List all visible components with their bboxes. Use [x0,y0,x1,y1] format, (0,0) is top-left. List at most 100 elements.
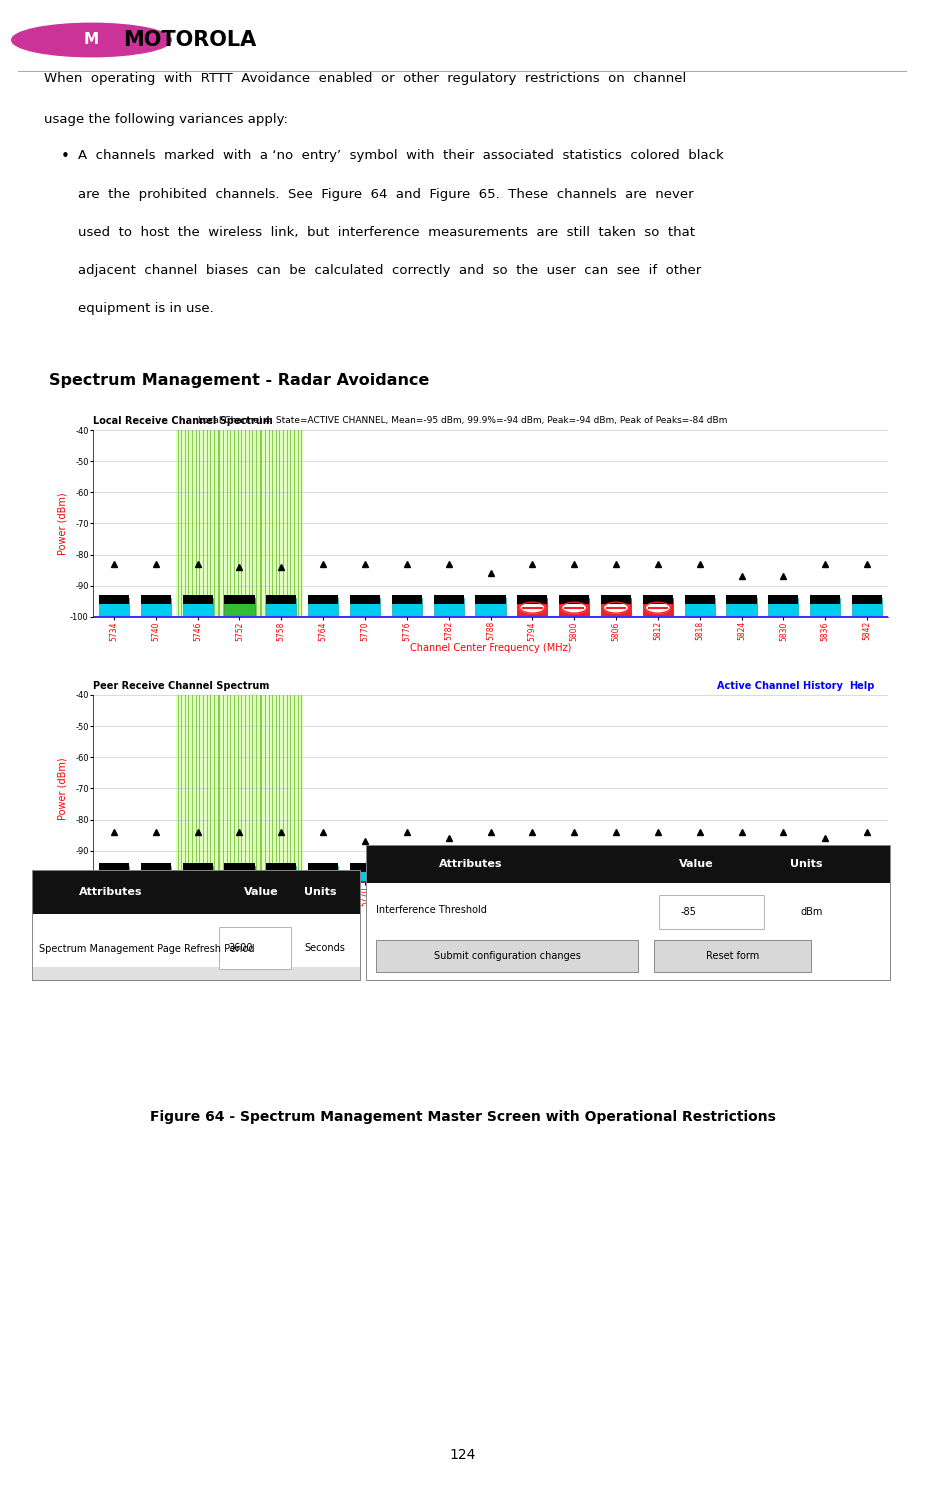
Bar [660,895,764,929]
Bar [654,940,811,973]
Bar [852,867,882,881]
Bar [32,967,360,980]
Text: A  channels  marked  with  a ‘no  entry’  symbol  with  their  associated  stati: A channels marked with a ‘no entry’ symb… [79,149,724,163]
Bar [217,695,261,881]
Bar [643,864,672,872]
Text: M: M [84,33,99,48]
Ellipse shape [646,867,671,878]
Bar [852,595,882,604]
Bar [392,864,422,872]
Bar [350,595,380,604]
Bar [266,598,296,617]
Bar [684,595,715,604]
Bar [726,867,757,881]
Bar [392,595,422,604]
Bar [308,598,339,617]
Text: Value: Value [679,859,713,870]
Text: Reset form: Reset form [706,950,759,961]
Bar [434,598,463,617]
Bar [176,695,219,881]
Bar [225,864,254,872]
Bar [434,864,463,872]
Ellipse shape [520,602,545,613]
Text: equipment is in use.: equipment is in use. [79,302,215,315]
Text: Spectrum Management Page Refresh Period: Spectrum Management Page Refresh Period [39,944,254,955]
Text: Help: Help [850,681,875,692]
Text: •: • [61,149,70,164]
Bar [769,598,798,617]
Bar [559,598,589,617]
Bar [810,864,840,872]
Bar [350,864,380,872]
Ellipse shape [603,867,629,878]
Ellipse shape [520,867,545,878]
Bar [376,940,638,973]
Bar [182,595,213,604]
Bar [810,598,840,617]
Bar [141,595,171,604]
Bar [260,695,303,881]
Bar [308,867,339,881]
Bar [266,595,296,604]
Bar [182,864,213,872]
Text: -85: -85 [681,907,697,917]
Text: Units: Units [304,887,337,896]
Bar [643,595,672,604]
Y-axis label: Power (dBm): Power (dBm) [57,757,68,820]
Text: 3600: 3600 [228,943,253,953]
Bar [219,928,291,970]
Bar [225,595,254,604]
Text: Active Channel History: Active Channel History [717,681,843,692]
Text: Local Receive Channel Spectrum: Local Receive Channel Spectrum [93,415,273,426]
Bar [176,430,219,617]
Text: Submit configuration changes: Submit configuration changes [434,950,581,961]
Bar [559,867,589,881]
Text: Seconds: Seconds [304,943,345,953]
Bar [810,867,840,881]
Bar [434,595,463,604]
Bar [726,864,757,872]
Text: are  the  prohibited  channels.  See  Figure  64  and  Figure  65.  These  chann: are the prohibited channels. See Figure … [79,188,694,200]
Text: Units: Units [790,859,822,870]
Bar [182,867,213,881]
Text: MOTOROLA: MOTOROLA [123,30,256,49]
X-axis label: Channel Center Frequency (MHz): Channel Center Frequency (MHz) [410,908,572,919]
Ellipse shape [561,602,586,613]
Bar [852,864,882,872]
Bar [769,867,798,881]
Text: Value: Value [244,887,279,896]
Bar [141,864,171,872]
Bar [559,864,589,872]
Text: Spectrum Management - Radar Avoidance: Spectrum Management - Radar Avoidance [49,374,429,388]
Text: Attributes: Attributes [79,887,142,896]
Bar [726,598,757,617]
Text: Peer Receive Channel Spectrum: Peer Receive Channel Spectrum [93,681,269,692]
Bar [601,595,631,604]
Bar [852,598,882,617]
Bar [643,867,672,881]
Bar [141,598,171,617]
Bar [392,867,422,881]
Bar [99,864,129,872]
Bar [559,595,589,604]
Bar [225,598,254,617]
Bar [260,430,303,617]
Bar [769,864,798,872]
Bar [366,846,890,883]
Text: Local Channel 4: State=ACTIVE CHANNEL, Mean=-95 dBm, 99.9%=-94 dBm, Peak=-94 dBm: Local Channel 4: State=ACTIVE CHANNEL, M… [198,415,727,424]
Bar [141,867,171,881]
Circle shape [12,24,171,57]
Bar [475,598,506,617]
Bar [99,598,129,617]
Text: Figure 64 - Spectrum Management Master Screen with Operational Restrictions: Figure 64 - Spectrum Management Master S… [150,1110,775,1123]
Bar [99,867,129,881]
Bar [434,867,463,881]
Bar [517,598,548,617]
Bar [392,598,422,617]
Bar [308,595,339,604]
Bar [32,870,360,914]
Y-axis label: Power (dBm): Power (dBm) [57,492,68,554]
Text: adjacent  channel  biases  can  be  calculated  correctly  and  so  the  user  c: adjacent channel biases can be calculate… [79,264,702,276]
Bar [684,867,715,881]
Bar [475,867,506,881]
